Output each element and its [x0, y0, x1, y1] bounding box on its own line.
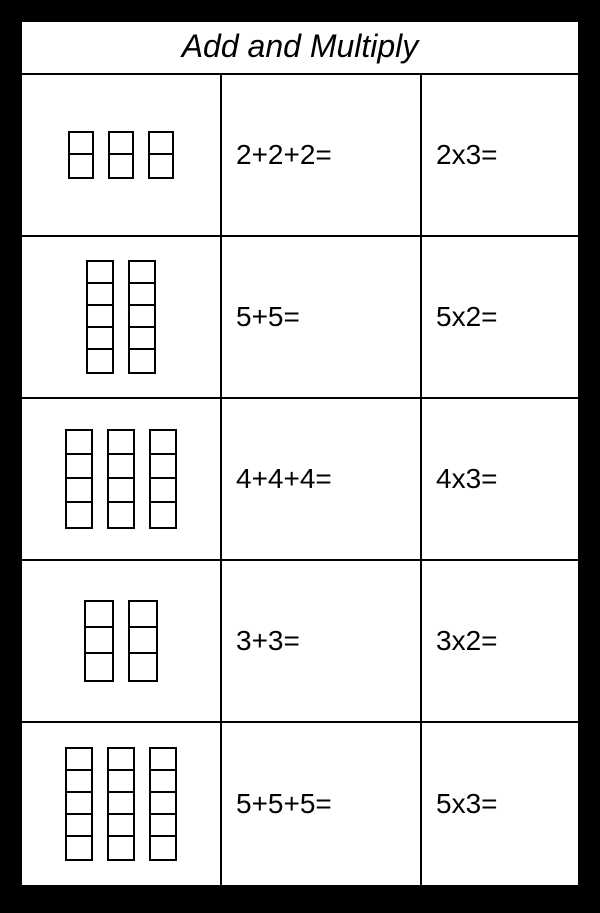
problem-row: 3+3= 3x2=: [22, 561, 578, 723]
block-cell: [67, 815, 91, 837]
block-cell: [88, 306, 112, 328]
block-cell: [130, 306, 154, 328]
block-cell: [70, 155, 92, 177]
block-bar: [128, 260, 156, 374]
addition-expression: 2+2+2=: [236, 139, 332, 171]
block-cell: [86, 654, 112, 680]
addition-cell: 4+4+4=: [222, 399, 422, 559]
multiplication-cell: 3x2=: [422, 561, 578, 721]
block-bar: [84, 600, 114, 682]
block-cell: [109, 771, 133, 793]
multiplication-cell: 4x3=: [422, 399, 578, 559]
block-cell: [130, 262, 154, 284]
block-cell: [67, 431, 91, 455]
multiplication-expression: 5x2=: [436, 301, 498, 333]
block-cell: [109, 837, 133, 859]
worksheet-title: Add and Multiply: [22, 22, 578, 75]
block-cell: [151, 455, 175, 479]
block-cell: [109, 479, 133, 503]
block-bar: [65, 429, 93, 529]
block-cell: [88, 328, 112, 350]
addition-cell: 5+5=: [222, 237, 422, 397]
block-cell: [67, 503, 91, 527]
block-cell: [109, 503, 133, 527]
block-cell: [109, 455, 133, 479]
block-cell: [151, 503, 175, 527]
block-bar: [108, 131, 134, 179]
addition-expression: 5+5=: [236, 301, 300, 333]
addition-expression: 3+3=: [236, 625, 300, 657]
visual-cell: [22, 723, 222, 885]
block-cell: [130, 284, 154, 306]
block-cell: [151, 749, 175, 771]
block-bar: [107, 429, 135, 529]
problem-row: 2+2+2= 2x3=: [22, 75, 578, 237]
block-cell: [67, 793, 91, 815]
block-cell: [151, 793, 175, 815]
block-cell: [130, 350, 154, 372]
block-bar: [148, 131, 174, 179]
block-cell: [151, 771, 175, 793]
block-bar: [149, 429, 177, 529]
visual-cell: [22, 399, 222, 559]
block-cell: [88, 284, 112, 306]
block-cell: [130, 628, 156, 654]
block-cell: [67, 837, 91, 859]
worksheet-page: Add and Multiply 2+2+2= 2x3= 5+5= 5x2= 4+4+4…: [20, 20, 580, 887]
block-cell: [86, 602, 112, 628]
problem-row: 5+5+5= 5x3=: [22, 723, 578, 885]
block-cell: [67, 771, 91, 793]
block-cell: [67, 749, 91, 771]
block-cell: [150, 133, 172, 155]
multiplication-cell: 5x2=: [422, 237, 578, 397]
problem-rows-container: 2+2+2= 2x3= 5+5= 5x2= 4+4+4= 4x3= 3+3= 3x2= 5+5+…: [22, 75, 578, 885]
multiplication-expression: 4x3=: [436, 463, 498, 495]
multiplication-expression: 3x2=: [436, 625, 498, 657]
visual-cell: [22, 75, 222, 235]
block-bar: [149, 747, 177, 861]
addition-cell: 5+5+5=: [222, 723, 422, 885]
block-cell: [151, 837, 175, 859]
block-bar: [65, 747, 93, 861]
block-bar: [86, 260, 114, 374]
block-cell: [151, 431, 175, 455]
block-cell: [88, 350, 112, 372]
addition-expression: 5+5+5=: [236, 788, 332, 820]
block-cell: [110, 133, 132, 155]
block-cell: [67, 479, 91, 503]
block-cell: [86, 628, 112, 654]
addition-expression: 4+4+4=: [236, 463, 332, 495]
block-cell: [109, 431, 133, 455]
block-cell: [67, 455, 91, 479]
multiplication-expression: 5x3=: [436, 788, 498, 820]
addition-cell: 3+3=: [222, 561, 422, 721]
visual-cell: [22, 237, 222, 397]
block-cell: [109, 793, 133, 815]
block-bar: [128, 600, 158, 682]
block-cell: [151, 815, 175, 837]
problem-row: 5+5= 5x2=: [22, 237, 578, 399]
problem-row: 4+4+4= 4x3=: [22, 399, 578, 561]
block-cell: [150, 155, 172, 177]
block-cell: [109, 749, 133, 771]
multiplication-cell: 2x3=: [422, 75, 578, 235]
block-cell: [130, 654, 156, 680]
addition-cell: 2+2+2=: [222, 75, 422, 235]
block-cell: [151, 479, 175, 503]
block-cell: [70, 133, 92, 155]
multiplication-cell: 5x3=: [422, 723, 578, 885]
block-bar: [68, 131, 94, 179]
visual-cell: [22, 561, 222, 721]
block-cell: [130, 328, 154, 350]
multiplication-expression: 2x3=: [436, 139, 498, 171]
block-cell: [88, 262, 112, 284]
block-cell: [110, 155, 132, 177]
block-cell: [130, 602, 156, 628]
block-bar: [107, 747, 135, 861]
block-cell: [109, 815, 133, 837]
